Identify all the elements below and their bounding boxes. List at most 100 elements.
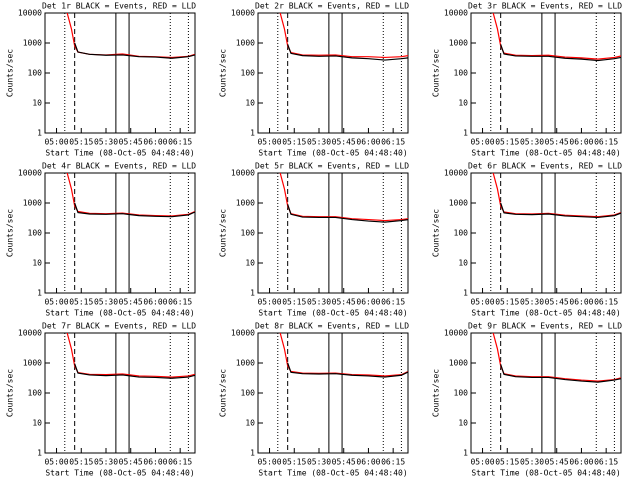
y-tick-label: 1 — [37, 289, 42, 298]
x-tick-label: 06:15 — [381, 138, 405, 147]
x-axis-label: Start Time (08-Oct-05 04:48:40) — [45, 309, 194, 318]
x-axis-label: Start Time (08-Oct-05 04:48:40) — [471, 469, 620, 478]
x-tick-label: 05:45 — [545, 138, 569, 147]
y-axis-label: Counts/sec — [6, 209, 15, 257]
x-tick-label: 05:00 — [470, 458, 494, 467]
x-tick-label: 05:00 — [44, 458, 68, 467]
x-tick-label: 05:00 — [44, 138, 68, 147]
x-tick-label: 06:00 — [356, 458, 380, 467]
plot-area — [64, 13, 195, 133]
panel-title: Det 2r BLACK = Events, RED = LLD — [255, 2, 409, 11]
plot-area — [277, 333, 408, 453]
y-tick-label: 1000 — [23, 199, 42, 208]
panel: Det 6r BLACK = Events, RED = LLD Counts/s… — [432, 162, 623, 318]
y-tick-label: 10000 — [231, 9, 255, 18]
y-tick-label: 100 — [454, 229, 469, 238]
series-line — [66, 13, 195, 59]
x-tick-label: 05:45 — [332, 298, 356, 307]
x-tick-label: 05:15 — [495, 138, 519, 147]
plot-area — [490, 13, 621, 133]
plot-area — [64, 173, 195, 293]
panel: Det 9r BLACK = Events, RED = LLD Counts/s… — [432, 322, 623, 478]
panel-title: Det 8r BLACK = Events, RED = LLD — [255, 322, 409, 331]
x-tick-label: 06:15 — [381, 458, 405, 467]
y-tick-label: 1000 — [23, 39, 42, 48]
x-tick-label: 05:30 — [307, 298, 331, 307]
y-tick-label: 1000 — [449, 39, 468, 48]
x-tick-label: 06:15 — [594, 298, 618, 307]
plot-frame — [257, 172, 409, 294]
series-line — [500, 202, 621, 219]
x-tick-label: 06:00 — [356, 298, 380, 307]
y-tick-label: 10 — [458, 99, 468, 108]
y-tick-label: 1 — [250, 289, 255, 298]
plot-area — [64, 333, 195, 453]
x-tick-label: 05:30 — [520, 458, 544, 467]
x-axis-label: Start Time (08-Oct-05 04:48:40) — [45, 469, 194, 478]
panel-title: Det 1r BLACK = Events, RED = LLD — [42, 2, 196, 11]
series-line — [279, 173, 408, 222]
y-axis-label: Counts/sec — [432, 49, 441, 97]
y-tick-label: 10000 — [444, 169, 468, 178]
y-tick-label: 10000 — [231, 329, 255, 338]
y-tick-label: 100 — [241, 389, 256, 398]
plot-area — [277, 13, 408, 133]
panel: Det 5r BLACK = Events, RED = LLD Counts/s… — [219, 162, 410, 318]
panel-title: Det 4r BLACK = Events, RED = LLD — [42, 162, 196, 171]
x-tick-label: 06:15 — [168, 458, 192, 467]
panel-title: Det 3r BLACK = Events, RED = LLD — [468, 2, 622, 11]
y-axis-label: Counts/sec — [219, 209, 228, 257]
y-axis-label: Counts/sec — [6, 49, 15, 97]
y-axis-label: Counts/sec — [6, 369, 15, 417]
y-tick-label: 10000 — [18, 169, 42, 178]
series-line — [74, 363, 195, 379]
series-line — [492, 173, 621, 218]
y-tick-label: 10 — [32, 259, 42, 268]
y-axis-label: Counts/sec — [432, 369, 441, 417]
y-tick-label: 10 — [458, 419, 468, 428]
x-tick-label: 05:00 — [257, 458, 281, 467]
plot-frame — [470, 12, 622, 134]
x-axis-label: Start Time (08-Oct-05 04:48:40) — [258, 149, 407, 158]
y-tick-label: 1 — [250, 129, 255, 138]
y-tick-label: 10000 — [444, 9, 468, 18]
series-line — [500, 364, 621, 383]
y-tick-label: 1 — [37, 449, 42, 458]
x-tick-label: 05:15 — [69, 138, 93, 147]
panel-title: Det 7r BLACK = Events, RED = LLD — [42, 322, 196, 331]
x-tick-label: 05:30 — [520, 138, 544, 147]
x-tick-label: 05:00 — [257, 298, 281, 307]
y-tick-label: 10000 — [18, 9, 42, 18]
x-tick-label: 05:30 — [520, 298, 544, 307]
x-tick-label: 05:00 — [470, 138, 494, 147]
x-tick-label: 05:15 — [69, 298, 93, 307]
y-tick-label: 100 — [28, 229, 43, 238]
x-tick-label: 05:00 — [470, 298, 494, 307]
y-axis-label: Counts/sec — [219, 369, 228, 417]
plot-frame — [257, 332, 409, 454]
y-tick-label: 10000 — [18, 329, 42, 338]
y-axis-label: Counts/sec — [432, 209, 441, 257]
x-tick-label: 05:15 — [282, 298, 306, 307]
x-tick-label: 05:45 — [332, 458, 356, 467]
y-tick-label: 1 — [463, 449, 468, 458]
plot-frame — [44, 332, 196, 454]
panel-title: Det 6r BLACK = Events, RED = LLD — [468, 162, 622, 171]
y-tick-label: 100 — [454, 389, 469, 398]
x-tick-label: 05:30 — [307, 458, 331, 467]
x-tick-label: 05:45 — [545, 298, 569, 307]
x-axis-label: Start Time (08-Oct-05 04:48:40) — [45, 149, 194, 158]
x-tick-label: 06:15 — [168, 298, 192, 307]
x-tick-label: 05:15 — [69, 458, 93, 467]
x-axis-label: Start Time (08-Oct-05 04:48:40) — [258, 309, 407, 318]
x-tick-label: 05:45 — [545, 458, 569, 467]
panel: Det 1r BLACK = Events, RED = LLD Counts/s… — [6, 2, 197, 158]
series-line — [287, 362, 408, 378]
x-tick-label: 05:45 — [119, 298, 143, 307]
y-tick-label: 1000 — [23, 359, 42, 368]
x-tick-label: 05:15 — [495, 298, 519, 307]
y-tick-label: 10000 — [444, 329, 468, 338]
plot-frame — [470, 332, 622, 454]
panel: Det 8r BLACK = Events, RED = LLD Counts/s… — [219, 322, 410, 478]
